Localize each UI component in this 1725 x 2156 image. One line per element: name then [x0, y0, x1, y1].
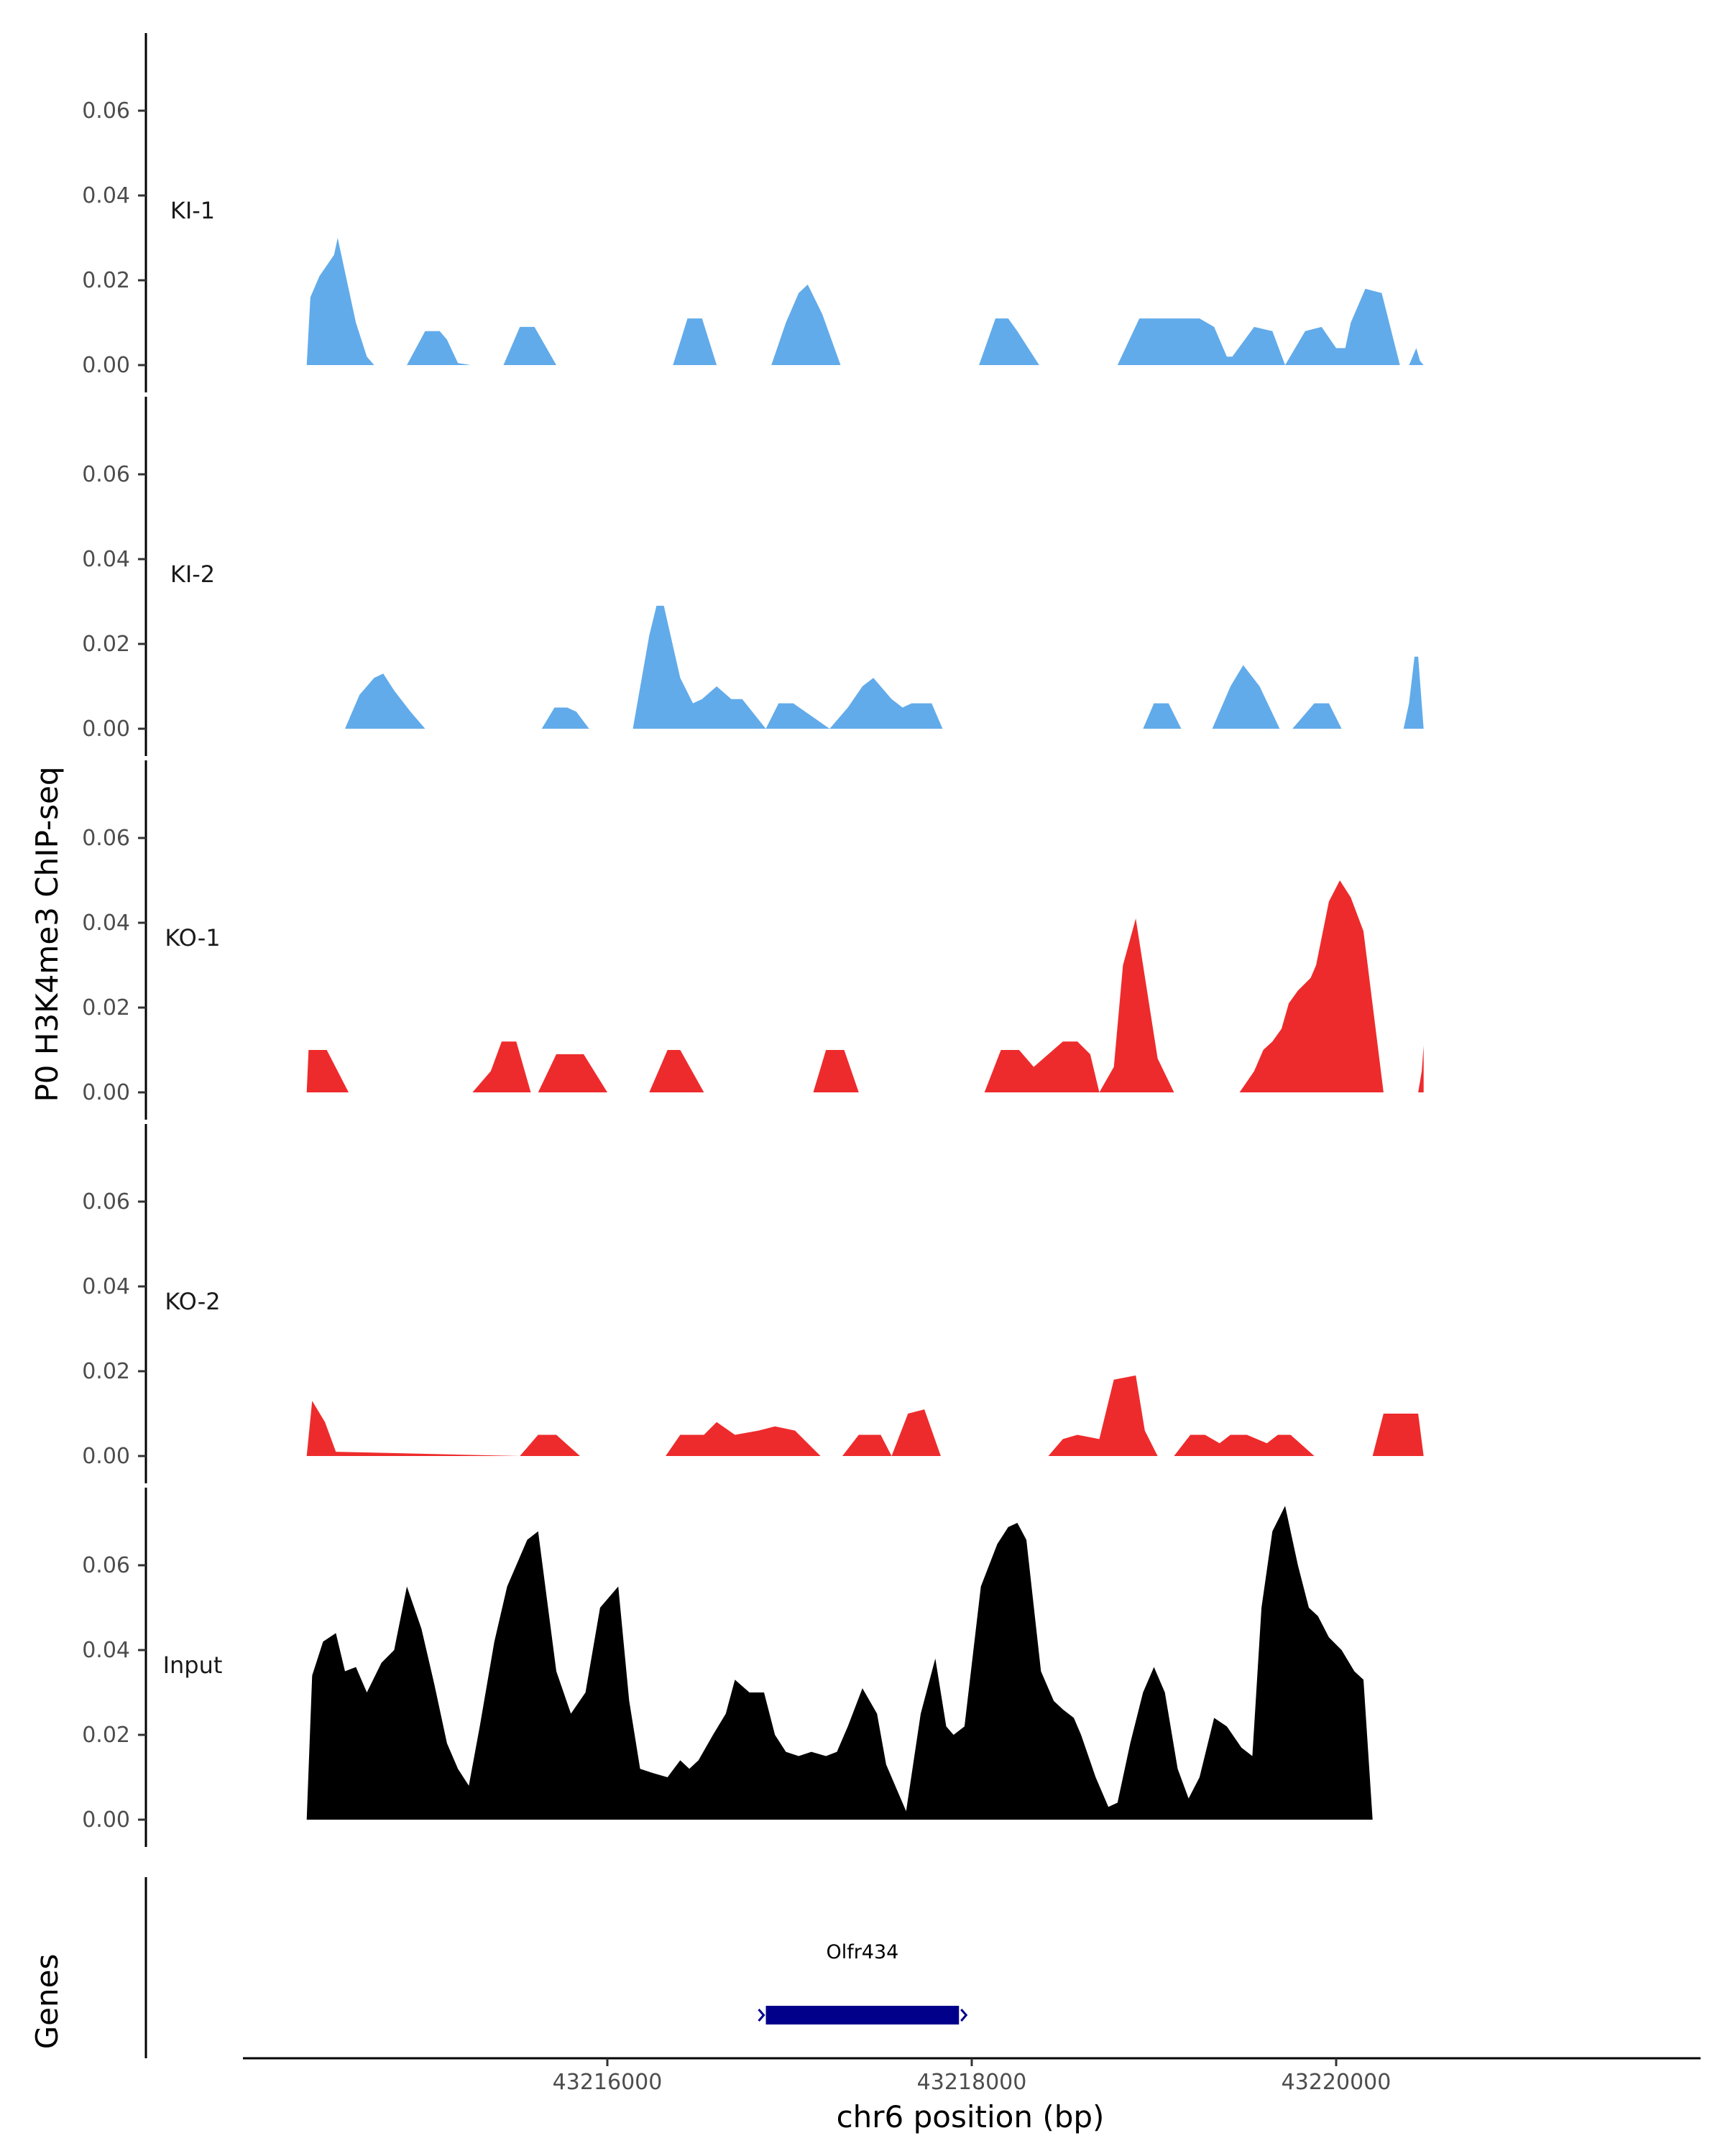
gene-body [765, 2006, 960, 2024]
gene-panel: Olfr434 [144, 1877, 968, 2058]
gene-name-label: Olfr434 [826, 1941, 898, 1963]
y-tick-label: 0.00 [82, 1080, 130, 1105]
y-tick-label: 0.02 [82, 1359, 130, 1384]
signal-area-ki-2 [345, 605, 1424, 729]
y-tick-label: 0.04 [82, 1638, 130, 1663]
strand-arrow [758, 2009, 765, 2022]
y-tick-label: 0.06 [82, 1553, 130, 1578]
y-tick-label: 0.06 [82, 98, 130, 124]
y-tick-label: 0.04 [82, 183, 130, 208]
gene-olfr434: Olfr434 [758, 1941, 968, 2024]
y-tick-label: 0.02 [82, 995, 130, 1021]
y-tick-label: 0.06 [82, 462, 130, 487]
y-tick-label: 0.04 [82, 1274, 130, 1299]
x-tick-label: 43220000 [1282, 2070, 1392, 2095]
signal-area-ko-2 [306, 1375, 1424, 1456]
signal-area-ko-1 [306, 880, 1424, 1092]
x-tick-label: 43216000 [553, 2070, 663, 2095]
y-axis-title: P0 H3K4me3 ChIP-seq [29, 766, 65, 1102]
y-tick-label: 0.06 [82, 1189, 130, 1215]
track-input: 0.00 0.02 0.04 0.06 Input [82, 1488, 1424, 1847]
y-tick-label: 0.04 [82, 547, 130, 572]
track-ko-2: 0.00 0.02 0.04 0.06 KO-2 [82, 1124, 1424, 1483]
y-tick-label: 0.00 [82, 717, 130, 742]
track-panels: 0.00 0.02 0.04 0.06 KI-1 0.00 0.02 0.04 0.06 KI-2… [82, 33, 1424, 1847]
y-tick-label: 0.00 [82, 1444, 130, 1469]
y-tick-label: 0.02 [82, 268, 130, 293]
track-label: KI-1 [170, 197, 215, 224]
x-axis: 43216000 43218000 43220000 [243, 2057, 1701, 2095]
y-tick-label: 0.02 [82, 1723, 130, 1748]
genes-axis-title: Genes [29, 1954, 65, 2050]
track-label: Input [163, 1651, 223, 1679]
x-axis-title: chr6 position (bp) [837, 2099, 1105, 2134]
track-label: KO-2 [165, 1288, 220, 1315]
strand-arrow [960, 2009, 968, 2022]
x-tick-label: 43218000 [917, 2070, 1027, 2095]
y-tick-label: 0.04 [82, 911, 130, 936]
track-label: KI-2 [170, 561, 215, 588]
y-tick-label: 0.00 [82, 353, 130, 378]
y-tick-label: 0.00 [82, 1807, 130, 1833]
signal-area-input [306, 1506, 1424, 1820]
signal-area-ki-1 [306, 238, 1424, 365]
track-ki-2: 0.00 0.02 0.04 0.06 KI-2 [82, 397, 1424, 756]
track-ko-1: 0.00 0.02 0.04 0.06 KO-1 [82, 760, 1424, 1120]
track-ki-1: 0.00 0.02 0.04 0.06 KI-1 [82, 33, 1424, 392]
track-label: KO-1 [165, 924, 220, 952]
y-tick-label: 0.06 [82, 826, 130, 851]
y-tick-label: 0.02 [82, 632, 130, 657]
